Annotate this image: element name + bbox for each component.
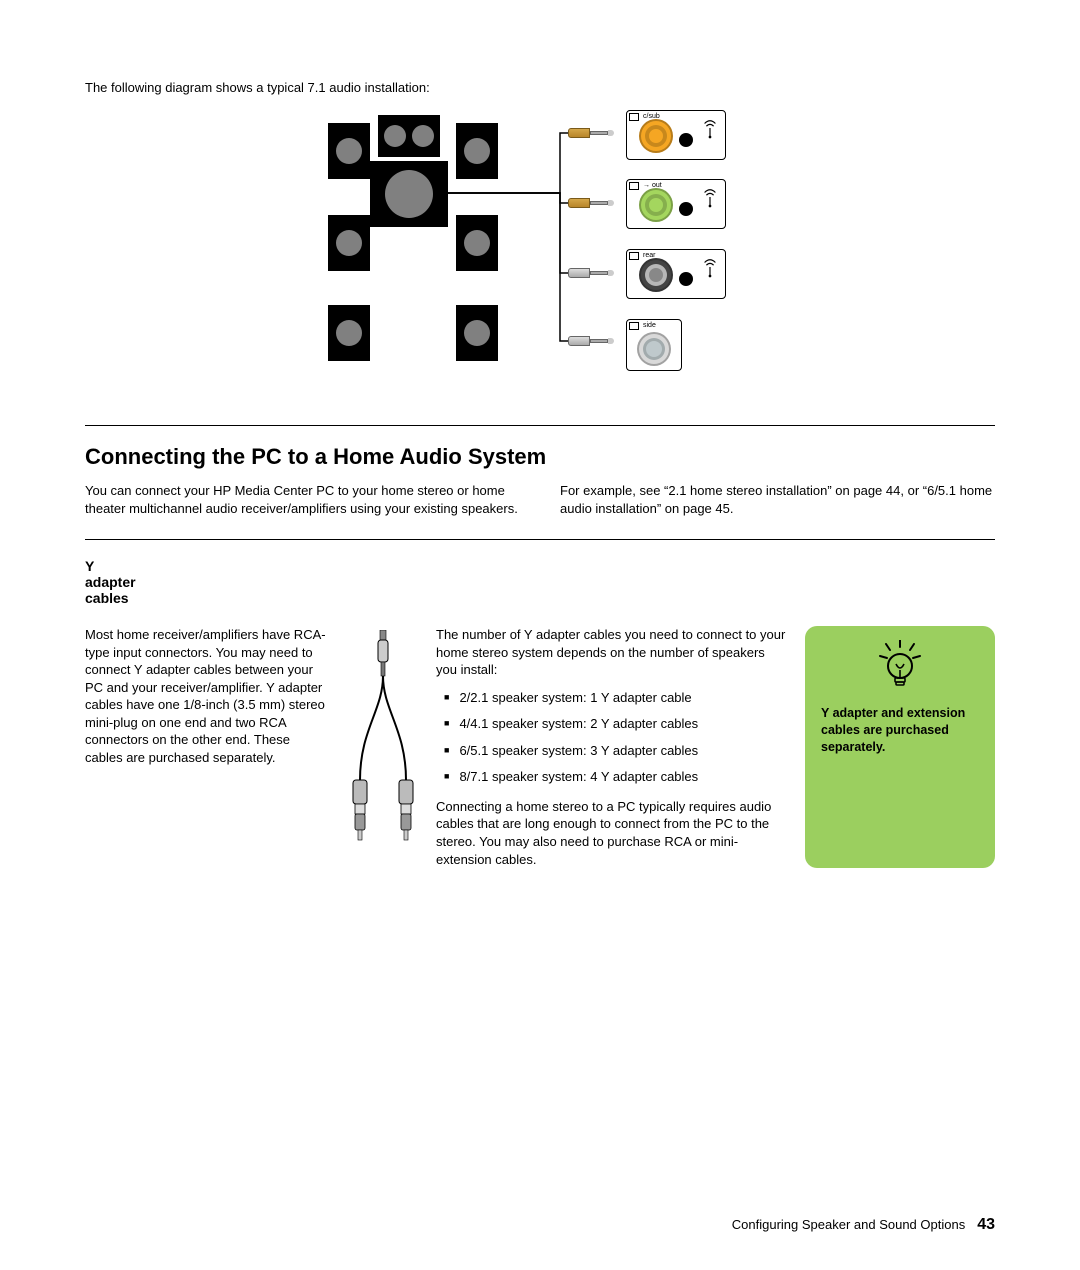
speaker-sub (370, 161, 448, 227)
speaker-side-left (328, 215, 370, 271)
para-col-2: For example, see “2.1 home stereo instal… (560, 482, 995, 517)
para-col-1: You can connect your HP Media Center PC … (85, 482, 520, 517)
speaker-sub-top (378, 115, 440, 157)
speaker-rear-right (456, 305, 498, 361)
y-cable-illustration (348, 626, 418, 868)
plug-side (568, 336, 614, 346)
jack-panel-rear: rear (626, 249, 726, 299)
list-item: 8/7.1 speaker system: 4 Y adapter cables (444, 768, 787, 786)
page-footer: Configuring Speaker and Sound Options43 (732, 1216, 995, 1234)
plug-csub (568, 128, 614, 138)
tip-callout: Y adapter and extension cables are purch… (805, 626, 995, 868)
speaker-front-right (456, 123, 498, 179)
lightbulb-icon (821, 640, 979, 695)
list-item: 6/5.1 speaker system: 3 Y adapter cables (444, 742, 787, 760)
jack-panel-out: → out (626, 179, 726, 229)
y-right-intro: The number of Y adapter cables you need … (436, 626, 787, 679)
speaker-diagram: c/sub → out rear side (85, 115, 995, 395)
y-right-outro: Connecting a home stereo to a PC typical… (436, 798, 787, 868)
speaker-rear-left (328, 305, 370, 361)
plug-rear (568, 268, 614, 278)
y-cable-list: 2/2.1 speaker system: 1 Y adapter cable … (444, 689, 787, 786)
y-adapter-left-text: Most home receiver/amplifiers have RCA-t… (85, 626, 330, 868)
divider-1 (85, 425, 995, 426)
list-item: 2/2.1 speaker system: 1 Y adapter cable (444, 689, 787, 707)
speaker-side-right (456, 215, 498, 271)
subsection-heading: Y adapter cables (85, 558, 147, 620)
jack-panel-side: side (626, 319, 682, 371)
speaker-front-left (328, 123, 370, 179)
intro-text: The following diagram shows a typical 7.… (85, 80, 995, 95)
list-item: 4/4.1 speaker system: 2 Y adapter cables (444, 715, 787, 733)
plug-out (568, 198, 614, 208)
section-heading: Connecting the PC to a Home Audio System (85, 444, 995, 470)
tip-text: Y adapter and extension cables are purch… (821, 705, 979, 756)
divider-2 (85, 539, 995, 540)
jack-panel-csub: c/sub (626, 110, 726, 160)
